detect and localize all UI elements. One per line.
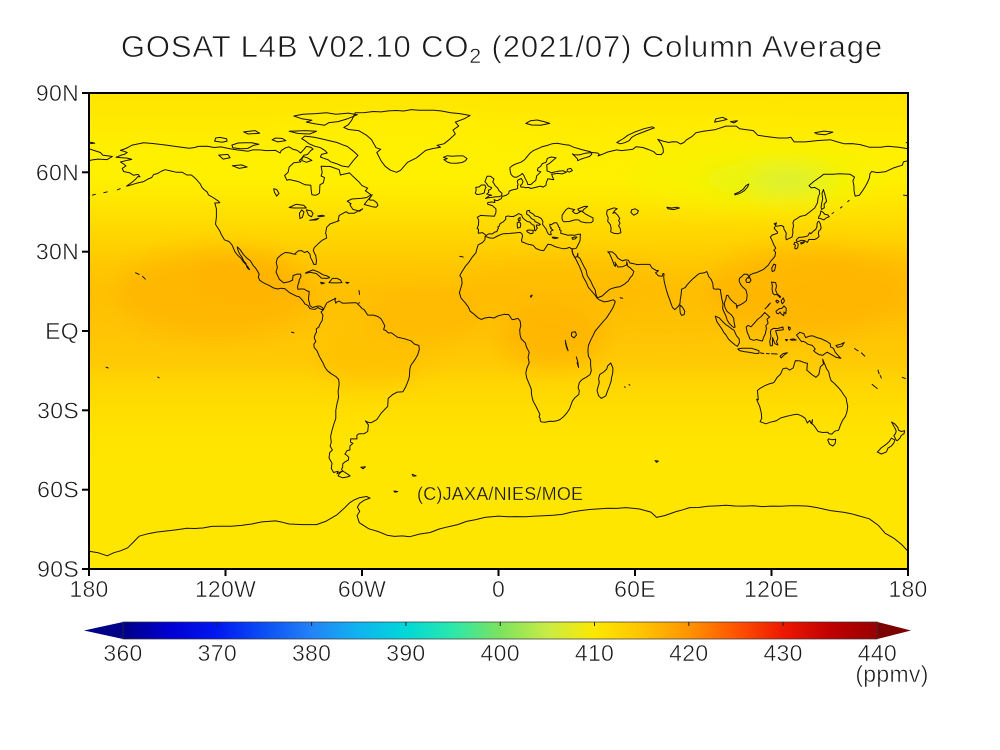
svg-text:(ppmv): (ppmv) [855, 661, 928, 687]
svg-text:380: 380 [292, 640, 331, 666]
svg-text:360: 360 [103, 640, 142, 666]
svg-text:370: 370 [198, 640, 237, 666]
svg-text:30N: 30N [36, 239, 79, 265]
svg-text:60E: 60E [614, 576, 656, 602]
svg-text:120E: 120E [744, 576, 799, 602]
svg-text:440: 440 [858, 640, 897, 666]
svg-text:60N: 60N [36, 159, 79, 185]
svg-text:180: 180 [888, 576, 927, 602]
svg-text:180: 180 [69, 576, 108, 602]
svg-text:120W: 120W [195, 576, 256, 602]
svg-text:420: 420 [669, 640, 708, 666]
svg-text:400: 400 [481, 640, 520, 666]
svg-text:0: 0 [492, 576, 505, 602]
svg-text:EQ: EQ [45, 318, 79, 344]
svg-text:90S: 90S [37, 556, 79, 582]
svg-text:60S: 60S [37, 477, 79, 503]
svg-text:430: 430 [763, 640, 802, 666]
svg-text:390: 390 [386, 640, 425, 666]
svg-text:GOSAT L4B V02.10 CO2 (2021/07): GOSAT L4B V02.10 CO2 (2021/07) Column Av… [121, 29, 883, 68]
svg-text:60W: 60W [338, 576, 386, 602]
svg-text:90N: 90N [36, 80, 79, 106]
svg-text:30S: 30S [37, 397, 79, 423]
svg-text:410: 410 [575, 640, 614, 666]
svg-text:(C)JAXA/NIES/MOE: (C)JAXA/NIES/MOE [417, 484, 583, 504]
